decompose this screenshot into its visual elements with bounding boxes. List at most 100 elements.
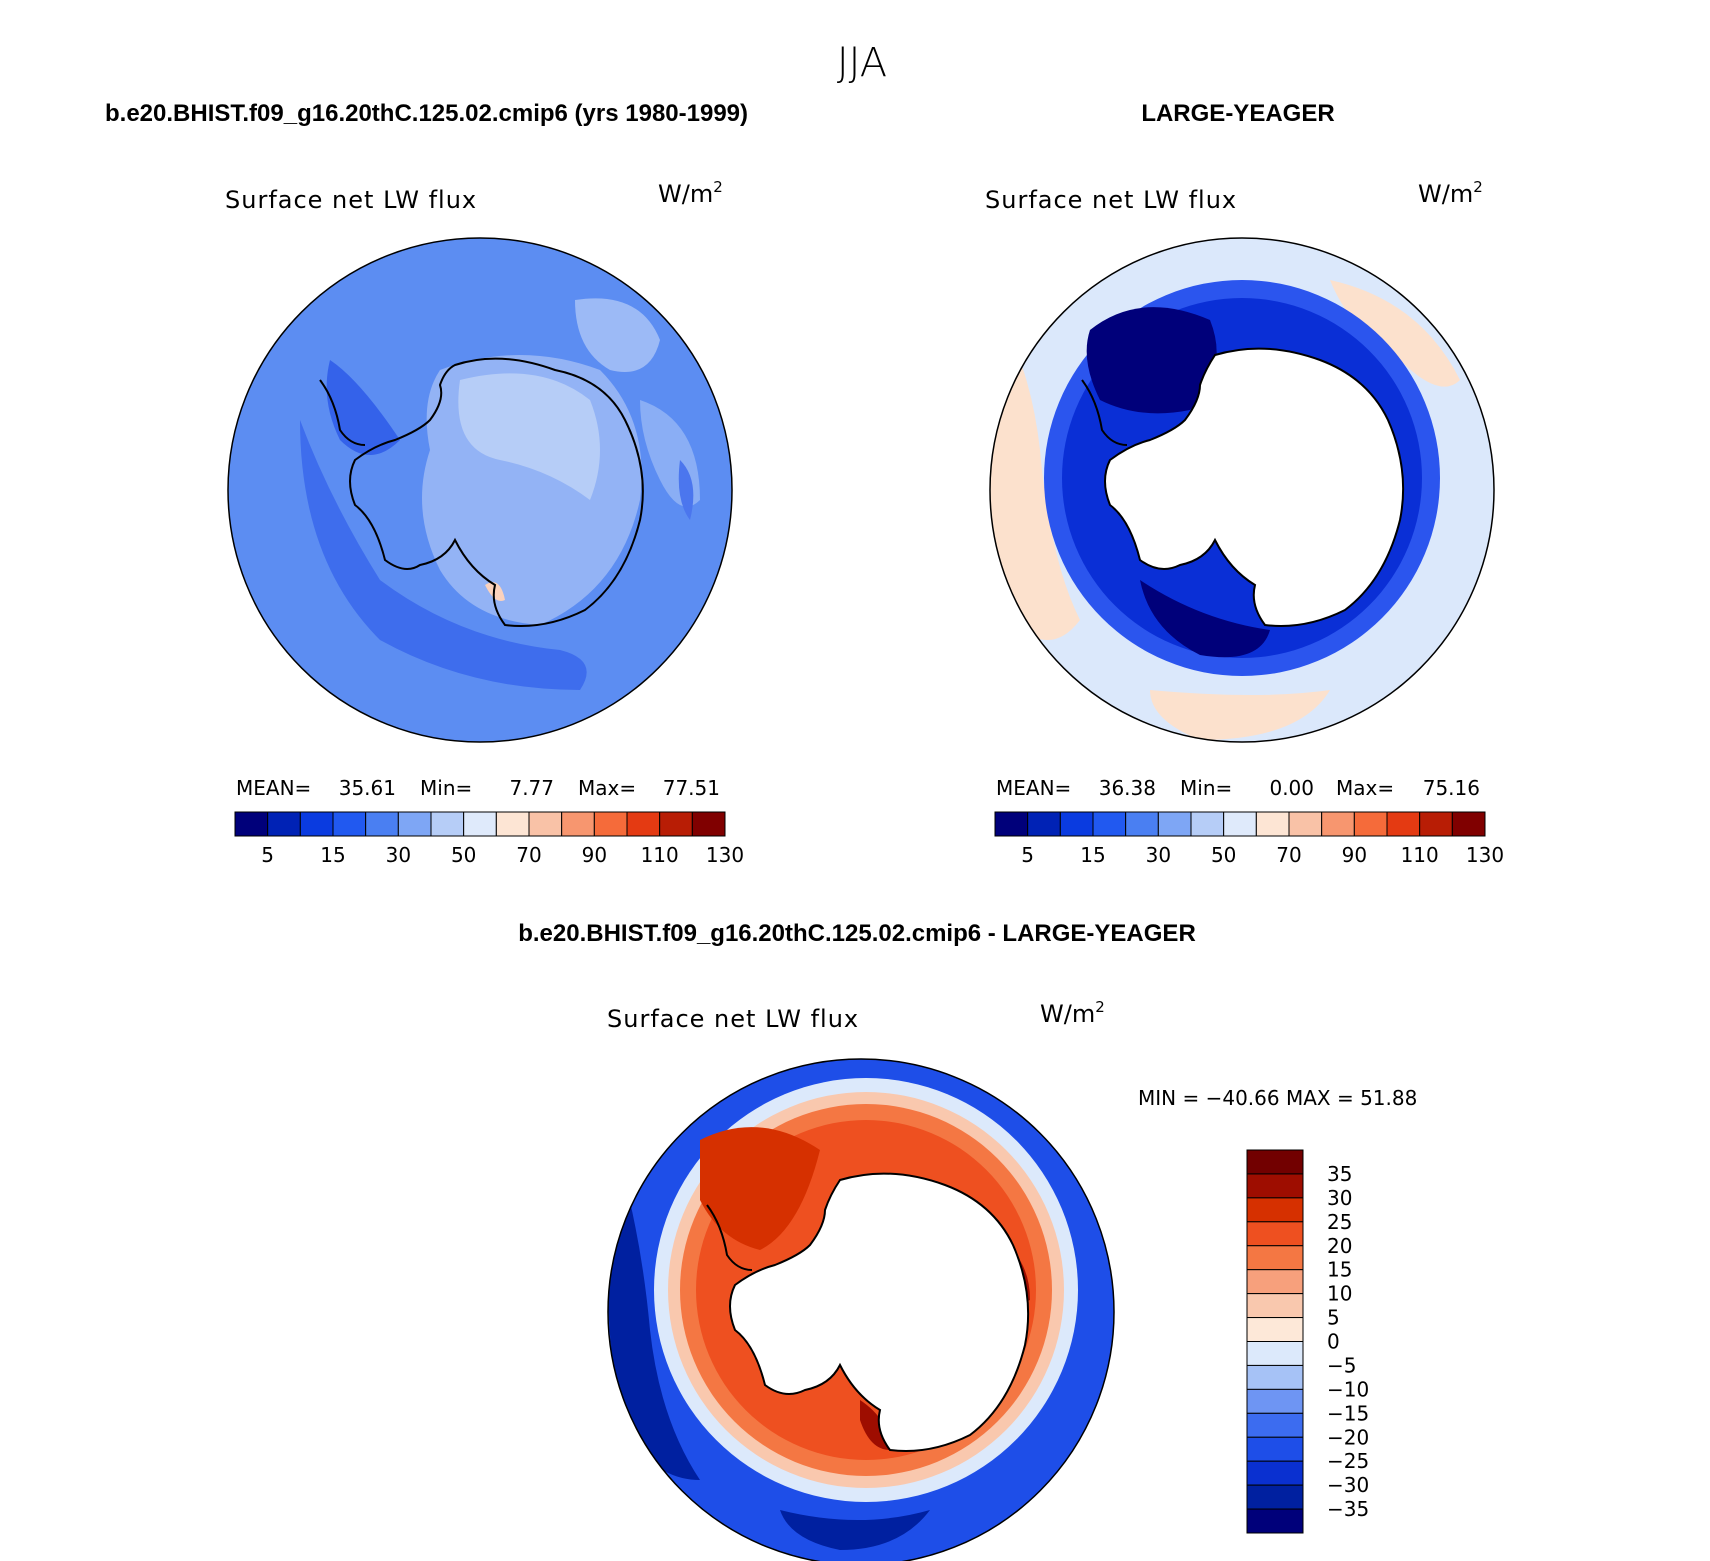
panel-obs-stats: MEAN= 36.38 Min= 0.00 Max= 75.16 — [996, 776, 1480, 800]
panel-diff-field-patch — [780, 1510, 930, 1550]
panel-diff-colorbar-box — [1246, 1149, 1304, 1175]
panel-diff-antarctica-mask — [730, 1173, 1029, 1451]
panel-obs-var-title: Surface net LW flux — [985, 186, 1237, 214]
panel-diff: b.e20.BHIST.f09_g16.20thC.125.02.cmip6 -… — [518, 920, 1417, 1561]
panel-model-case-title: b.e20.BHIST.f09_g16.20thC.125.02.cmip6 (… — [105, 100, 748, 127]
panel-model-colorbar-tick-label: 90 — [582, 843, 607, 867]
panel-diff-colorbar-tick-label: 20 — [1327, 1234, 1352, 1258]
panel-model-colorbar-box — [299, 811, 334, 837]
panel-diff-field-patch — [608, 1130, 700, 1480]
panel-model-colorbar-box — [430, 811, 465, 837]
panel-model-colorbar-box — [691, 811, 726, 837]
stat-min-value: 0.00 — [1269, 776, 1314, 800]
panel-diff-colorbar-box — [1246, 1508, 1304, 1534]
stat-mean-label: MEAN= — [236, 776, 311, 800]
panel-diff-colorbar-box — [1246, 1317, 1304, 1342]
panel-obs-colorbar-box — [1419, 811, 1453, 837]
panel-obs: LARGE-YEAGER Surface net LW flux W/m2 ME… — [985, 100, 1504, 867]
panel-obs-colorbar-ticks: 5 15 30 50 70 90 110 130 — [1021, 843, 1504, 867]
panel-obs-colorbar-box — [1288, 811, 1323, 837]
panel-obs-colorbar-box — [994, 811, 1029, 837]
stat-max-value: 75.16 — [1423, 776, 1480, 800]
panel-obs-colorbar-box — [1125, 811, 1159, 837]
stat-max-label: Max= — [578, 776, 636, 800]
panel-model-field-patch — [678, 460, 694, 520]
panel-diff-colorbar-tick-label: −15 — [1327, 1401, 1369, 1425]
panel-diff-colorbar-box — [1246, 1245, 1304, 1271]
panel-model-colorbar-box — [626, 811, 661, 837]
panel-model-coastline — [349, 357, 644, 627]
panel-diff-colorbar-tick-label: −5 — [1327, 1353, 1356, 1377]
panel-diff-colorbar-box — [1246, 1293, 1304, 1319]
panel-model-colorbar-tick-label: 70 — [516, 843, 541, 867]
panel-diff-colorbar-box — [1246, 1484, 1304, 1510]
panel-model-colorbar-box — [397, 811, 432, 837]
stat-min-label: Min= — [1180, 776, 1232, 800]
panel-obs-colorbar-box — [1223, 811, 1257, 837]
panel-model-stats: MEAN= 35.61 Min= 7.77 Max= 77.51 — [236, 776, 720, 800]
panel-obs-colorbar-box — [1255, 811, 1290, 837]
stat-min-value: 7.77 — [509, 776, 554, 800]
panel-obs-colorbar-box — [1353, 811, 1388, 837]
panel-model-colorbar-box — [659, 811, 693, 837]
panel-model-colorbar-tick-label: 130 — [706, 843, 744, 867]
panel-model-colorbar-tick-label: 50 — [451, 843, 476, 867]
panel-obs-colorbar-box — [1451, 811, 1486, 837]
panel-model-colorbar-ticks: 5 15 30 50 70 90 110 130 — [261, 843, 744, 867]
panel-obs-colorbar-tick-label: 5 — [1021, 843, 1034, 867]
panel-model-colorbar-box — [561, 811, 595, 837]
panel-obs-field-patch — [1086, 307, 1217, 414]
panel-model-colorbar-box — [267, 811, 301, 837]
panel-obs-field-patch — [1140, 580, 1270, 658]
panel-model-map — [228, 238, 732, 742]
panel-obs-units: W/m2 — [1418, 178, 1483, 208]
panel-model-field-patch — [485, 582, 505, 601]
stat-max-value: 77.51 — [663, 776, 720, 800]
panel-obs-antarctica-mask — [1105, 348, 1404, 626]
panel-obs-colorbar-tick-label: 15 — [1080, 843, 1105, 867]
panel-obs-field-patch — [1150, 690, 1330, 740]
panel-diff-colorbar-tick-label: 35 — [1327, 1162, 1352, 1186]
stat-mean-value: 36.38 — [1099, 776, 1156, 800]
panel-obs-peninsula — [1081, 379, 1128, 446]
panel-obs-colorbar-tick-label: 90 — [1342, 843, 1367, 867]
panel-diff-colorbar-box — [1246, 1460, 1304, 1486]
panel-obs-map-border — [989, 237, 1495, 743]
panel-diff-case-title: b.e20.BHIST.f09_g16.20thC.125.02.cmip6 -… — [518, 920, 1196, 947]
panel-diff-colorbar-tick-label: 30 — [1327, 1186, 1352, 1210]
panel-obs-colorbar-box — [1190, 811, 1225, 837]
season-title: JJA — [837, 40, 887, 86]
panel-model-colorbar-box — [528, 811, 563, 837]
panel-obs-case-title: LARGE-YEAGER — [1141, 100, 1334, 127]
panel-obs-field-patch — [1330, 280, 1460, 387]
panel-obs-map — [990, 238, 1494, 742]
panel-model-colorbar-tick-label: 5 — [261, 843, 274, 867]
panel-model-colorbar-box — [234, 811, 269, 837]
panel-obs-colorbar-tick-label: 50 — [1211, 843, 1236, 867]
panel-model-colorbar-box — [495, 811, 530, 837]
panel-model-field-patch — [458, 373, 600, 500]
panel-model-colorbar-box — [463, 811, 497, 837]
panel-obs-colorbar-tick-label: 30 — [1146, 843, 1171, 867]
panel-model-colorbar-box — [593, 811, 628, 837]
panel-obs-coastline — [1104, 347, 1405, 627]
panel-diff-colorbar-tick-label: −20 — [1327, 1425, 1369, 1449]
panel-diff-colorbar-box — [1246, 1221, 1304, 1247]
panel-diff-var-title: Surface net LW flux — [607, 1005, 859, 1033]
panel-model-field-patch — [300, 420, 587, 690]
panel-diff-colorbar-tick-label: −25 — [1327, 1449, 1369, 1473]
panel-obs-colorbar-box — [1027, 811, 1061, 837]
panel-diff-colorbar-box — [1246, 1197, 1304, 1223]
panel-obs-colorbar — [994, 811, 1486, 837]
panel-model-colorbar-tick-label: 15 — [320, 843, 345, 867]
panel-diff-colorbar-tick-label: −10 — [1327, 1377, 1369, 1401]
panel-diff-colorbar-tick-label: 25 — [1327, 1210, 1352, 1234]
panel-obs-colorbar-box — [1092, 811, 1127, 837]
panel-model-colorbar-tick-label: 110 — [641, 843, 679, 867]
panel-diff-colorbar-tick-label: 15 — [1327, 1258, 1352, 1282]
panel-model-map-border — [227, 237, 733, 743]
panel-diff-map — [608, 1059, 1114, 1561]
panel-diff-peninsula — [706, 1204, 753, 1271]
panel-diff-colorbar-tick-label: −35 — [1327, 1497, 1369, 1521]
